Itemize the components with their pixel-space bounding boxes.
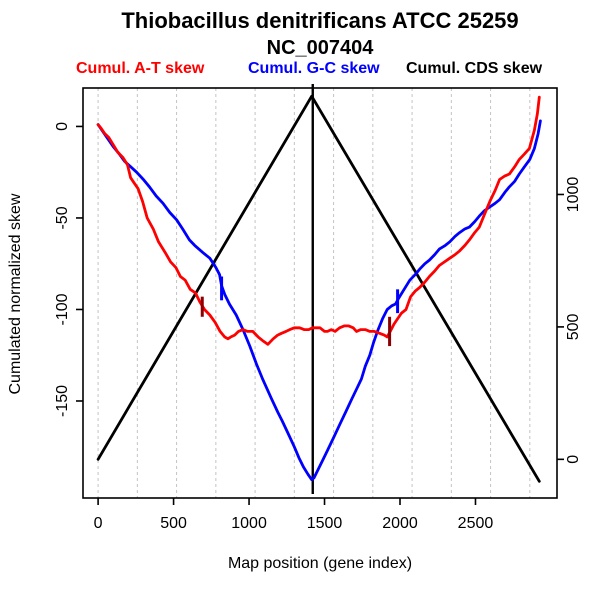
x-axis-label: Map position (gene index)	[227, 555, 413, 572]
series-at-skew	[96, 95, 541, 346]
x-tick-label: 500	[160, 515, 187, 532]
y-right-tick-label: 500	[565, 313, 582, 340]
x-tick-label: 1000	[231, 515, 267, 532]
series-cds-skew	[96, 94, 541, 483]
y-left-tick-label: -150	[54, 385, 71, 417]
y-left-tick-label: -100	[54, 293, 71, 325]
chart-subtitle: NC_007404	[266, 37, 374, 59]
x-tick-label: 1500	[307, 515, 343, 532]
series-gc-skew	[96, 119, 542, 482]
x-tick-label: 2500	[458, 515, 494, 532]
legend-item-at-skew: Cumul. A-T skew	[76, 60, 205, 77]
chart-title: Thiobacillus denitrificans ATCC 25259	[121, 8, 519, 33]
plot-box	[82, 87, 558, 499]
legend-item-gc-skew: Cumul. G-C skew	[248, 60, 380, 77]
x-tick-label: 2000	[382, 515, 418, 532]
y-right-tick-label: 0	[565, 455, 582, 464]
legend-item-cds-skew: Cumul. CDS skew	[406, 60, 543, 77]
x-tick-label: 0	[94, 515, 103, 532]
y-left-tick-label: 0	[54, 122, 71, 131]
y-left-tick-label: -50	[54, 206, 71, 229]
y-right-tick-label: 1000	[565, 177, 582, 213]
